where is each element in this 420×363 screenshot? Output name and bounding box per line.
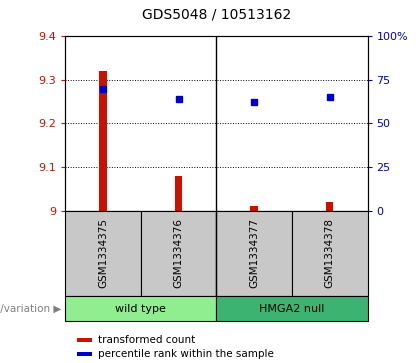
Bar (216, 296, 368, 321)
Text: genotype/variation ▶: genotype/variation ▶ (0, 303, 61, 314)
Bar (250, 206, 258, 211)
Text: GSM1334375: GSM1334375 (98, 218, 108, 288)
Text: GDS5048 / 10513162: GDS5048 / 10513162 (142, 8, 291, 22)
Text: transformed count: transformed count (98, 335, 196, 345)
Bar (99, 71, 107, 211)
Text: GSM1334376: GSM1334376 (173, 218, 184, 288)
Bar (141, 211, 216, 296)
Bar (175, 176, 182, 211)
Bar (77, 338, 92, 342)
Bar (326, 202, 333, 211)
Text: wild type: wild type (115, 303, 166, 314)
Bar (292, 211, 368, 296)
Bar (77, 352, 92, 356)
Bar (216, 211, 292, 296)
Text: GSM1334378: GSM1334378 (325, 218, 335, 288)
Text: percentile rank within the sample: percentile rank within the sample (98, 349, 274, 359)
Bar (65, 296, 216, 321)
Text: GSM1334377: GSM1334377 (249, 218, 259, 288)
Text: HMGA2 null: HMGA2 null (259, 303, 325, 314)
Bar (65, 211, 141, 296)
